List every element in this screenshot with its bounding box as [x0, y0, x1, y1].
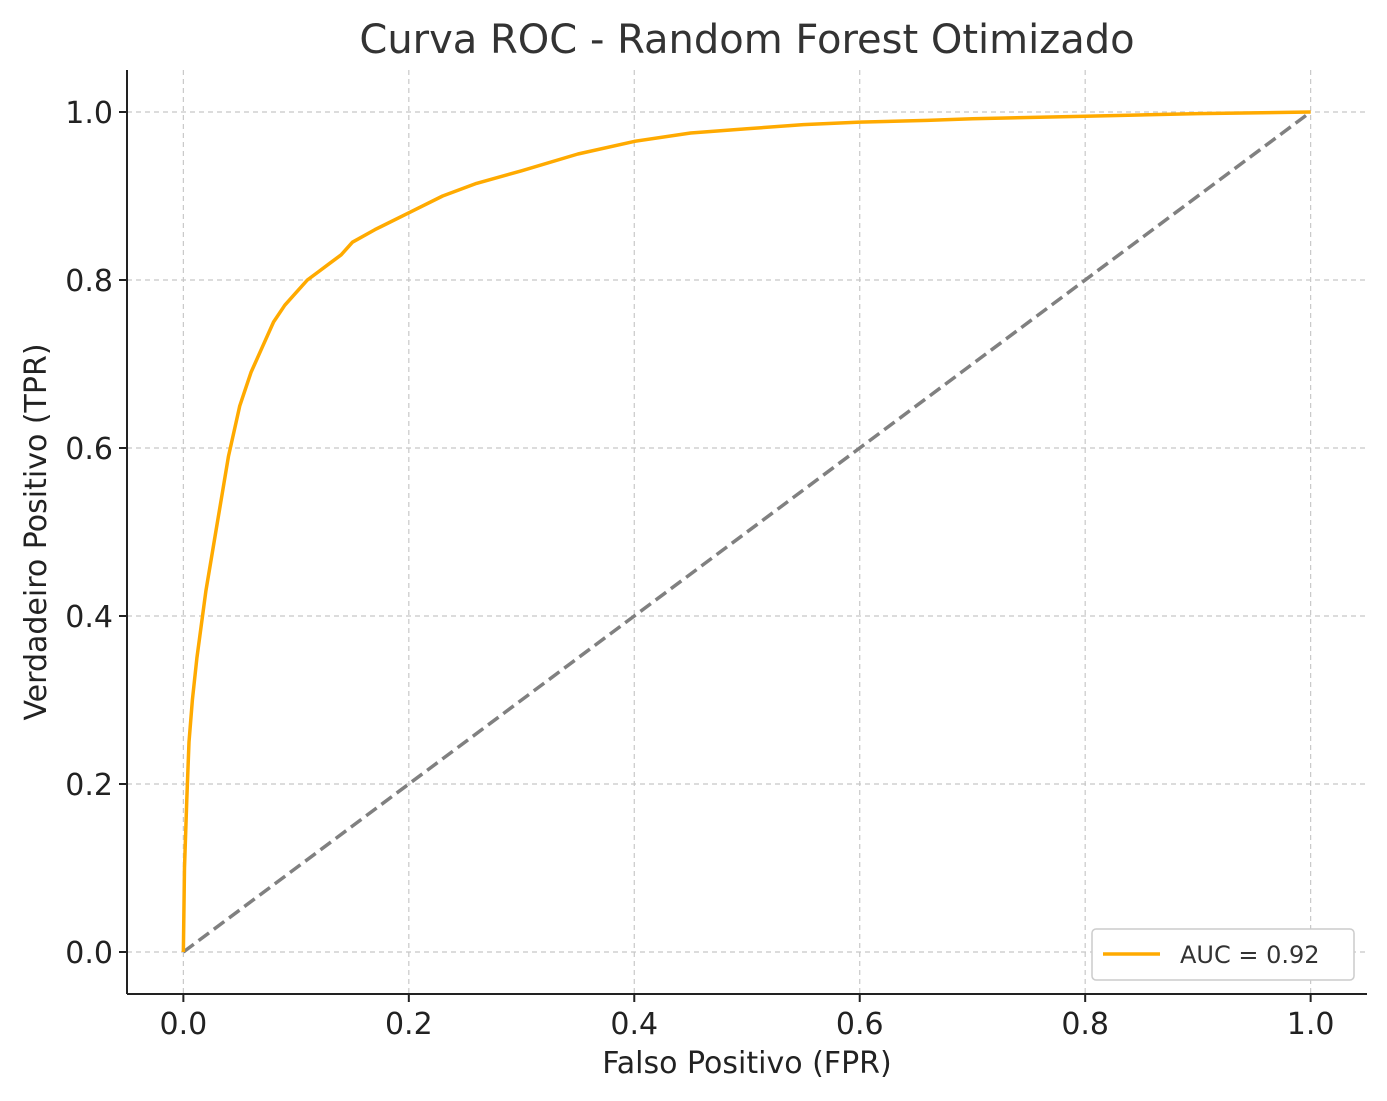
x-tick-label: 1.0: [1287, 1007, 1335, 1042]
series-layer: [181, 110, 1312, 954]
x-tick-label: 0.8: [1061, 1007, 1109, 1042]
y-tick-label: 0.8: [65, 264, 113, 299]
axes-layer: 0.0 0.2 0.4 0.6 0.8 1.0 0.0 0.2 0.4 0.6 0.8 1.0: [65, 70, 1367, 1042]
legend-label: AUC = 0.92: [1180, 941, 1320, 969]
roc-curve-line: [181, 110, 1311, 953]
legend-box: [1091, 928, 1355, 981]
y-axis-label: Verdadeiro Positivo (TPR): [19, 343, 54, 720]
y-tick-label: 0.6: [65, 432, 113, 467]
x-tick-label: 0.2: [385, 1007, 433, 1042]
random-baseline-line: [182, 110, 1312, 954]
y-tick-label: 1.0: [65, 96, 113, 131]
y-tick-label: 0.2: [65, 768, 113, 803]
x-axis-label: Falso Positivo (FPR): [602, 1046, 891, 1081]
y-tick-label: 0.4: [65, 600, 113, 635]
y-tick-label: 0.0: [65, 936, 113, 971]
legend: AUC = 0.92: [1091, 928, 1355, 981]
grid-layer: [127, 70, 1367, 994]
x-tick-label: 0.0: [160, 1007, 208, 1042]
x-tick-label: 0.6: [836, 1007, 884, 1042]
chart-title: Curva ROC - Random Forest Otimizado: [359, 17, 1134, 63]
x-tick-label: 0.4: [610, 1007, 658, 1042]
